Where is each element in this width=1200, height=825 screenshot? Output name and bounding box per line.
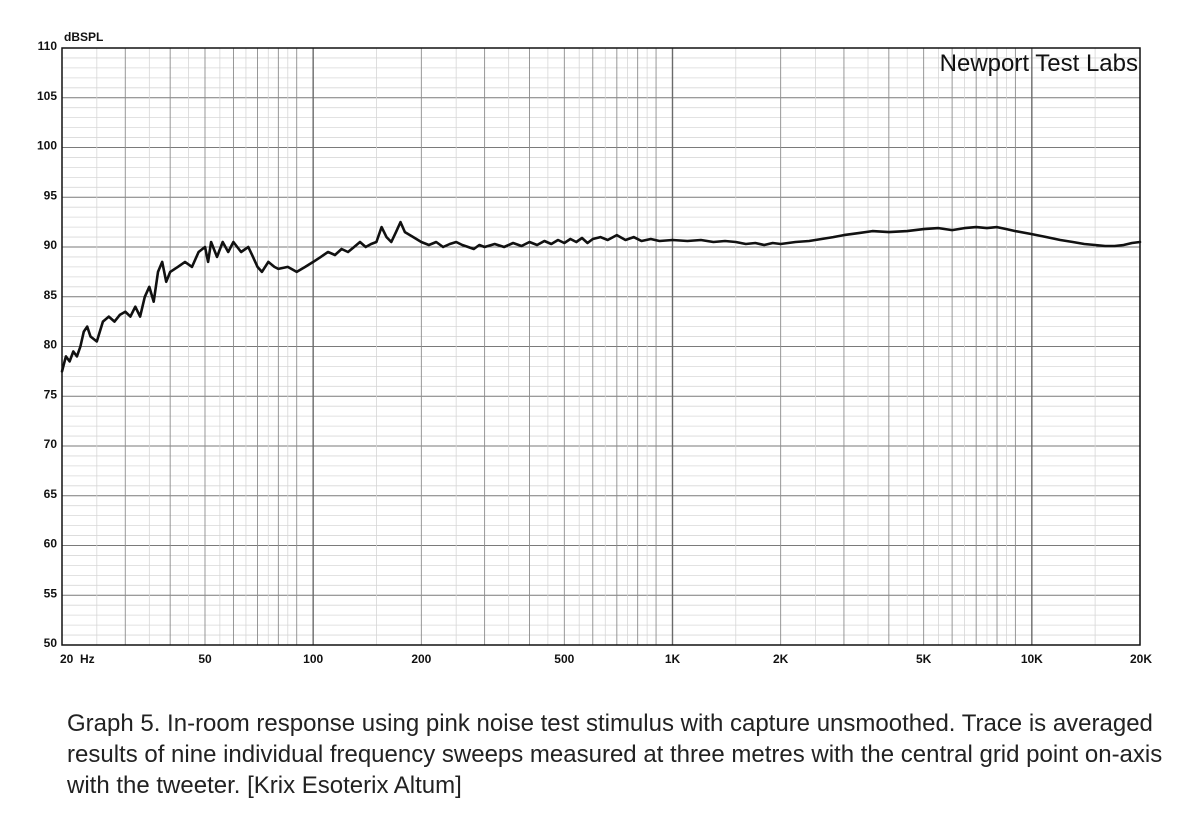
x-tick-label: 100	[303, 652, 323, 666]
grid-lines	[61, 47, 1141, 646]
lab-annotation: Newport Test Labs	[940, 50, 1138, 77]
y-tick-label: 55	[44, 586, 58, 600]
y-tick-label: 65	[44, 487, 58, 501]
y-tick-label: 60	[44, 537, 58, 551]
x-tick-label: 20 Hz	[60, 652, 95, 666]
y-tick-label: 90	[44, 238, 58, 252]
y-tick-labels: 50 55 60 65 70 75 80 85 90 95 100 105 110	[37, 39, 57, 650]
x-tick-label: 500	[554, 652, 574, 666]
x-tick-label: 200	[411, 652, 431, 666]
x-tick-label: 20K	[1130, 652, 1152, 666]
x-tick-label: 5K	[916, 652, 932, 666]
y-tick-label: 50	[44, 636, 58, 650]
y-axis-label: dBSPL	[64, 30, 103, 44]
y-tick-label: 95	[44, 188, 58, 202]
y-tick-label: 100	[37, 139, 57, 153]
y-tick-label: 80	[44, 338, 58, 352]
x-tick-label: 50	[198, 652, 212, 666]
y-tick-label: 75	[44, 387, 58, 401]
x-tick-label: 10K	[1021, 652, 1043, 666]
x-tick-label: 1K	[665, 652, 681, 666]
y-tick-label: 85	[44, 288, 58, 302]
y-tick-label: 70	[44, 437, 58, 451]
y-tick-label: 105	[37, 89, 57, 103]
plot-frame	[61, 47, 1141, 646]
y-tick-label: 110	[38, 39, 58, 53]
graph-caption: Graph 5. In-room response using pink noi…	[67, 710, 1163, 799]
x-tick-label: 2K	[773, 652, 789, 666]
series-line	[60, 220, 1142, 373]
x-tick-labels: 20 Hz 50 100 200 500 1K 2K 5K 10K 20K	[60, 652, 1152, 666]
